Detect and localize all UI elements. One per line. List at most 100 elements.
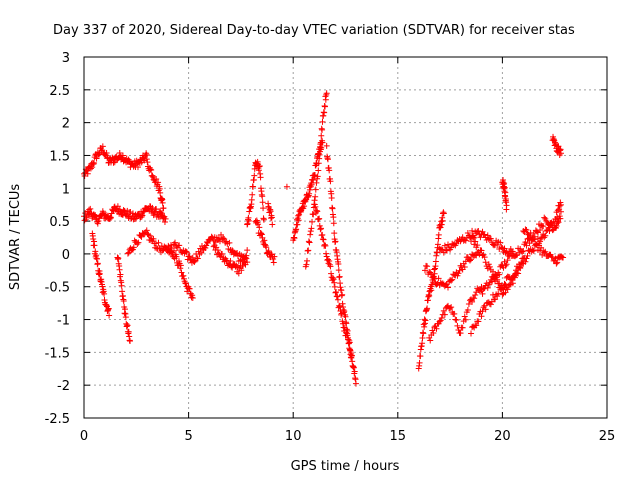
data-point	[428, 287, 435, 294]
data-point	[260, 205, 267, 212]
data-point	[144, 159, 151, 166]
data-point	[99, 147, 106, 154]
data-point	[335, 261, 342, 268]
data-point	[541, 214, 548, 221]
data-point	[268, 251, 275, 258]
data-point	[305, 247, 312, 254]
data-point	[554, 207, 561, 214]
data-point	[168, 241, 175, 248]
data-point	[115, 255, 122, 262]
data-point	[307, 231, 314, 238]
data-point	[335, 267, 342, 274]
data-point	[134, 241, 141, 248]
data-point	[334, 293, 341, 300]
data-point	[421, 267, 428, 274]
data-point	[554, 259, 561, 266]
data-point	[81, 217, 88, 224]
data-point	[433, 281, 440, 288]
data-point	[245, 217, 252, 224]
data-point	[130, 244, 137, 251]
data-point	[471, 295, 478, 302]
data-point	[522, 239, 529, 246]
data-point	[153, 175, 160, 182]
data-point	[328, 270, 335, 277]
data-point	[552, 224, 559, 231]
data-point	[318, 225, 325, 232]
data-point	[498, 286, 505, 293]
y-tick-label: -1.5	[45, 346, 70, 361]
data-point	[328, 195, 335, 202]
data-point	[210, 243, 217, 250]
data-point	[540, 223, 547, 230]
data-point	[261, 237, 268, 244]
data-point	[180, 272, 187, 279]
data-point	[338, 310, 345, 317]
data-point	[84, 170, 91, 177]
data-point	[522, 226, 529, 233]
data-point	[96, 151, 103, 158]
data-point	[134, 164, 141, 171]
data-point	[509, 280, 516, 287]
data-point	[301, 203, 308, 210]
data-point	[129, 210, 136, 217]
y-axis-label: SDTVAR / TECUs	[8, 184, 23, 291]
data-point	[95, 218, 102, 225]
data-point	[477, 234, 484, 241]
data-point	[462, 258, 469, 265]
axis-ticks: 0 5 10 15 20 25 -2.5 -2 -1.5 -1 -0.5 0 0.5 1 1.5 2 2.5 3	[45, 51, 616, 444]
data-point	[484, 284, 491, 291]
data-point	[553, 260, 560, 267]
data-point	[249, 191, 256, 198]
data-point	[511, 274, 518, 281]
data-point	[312, 203, 319, 210]
chart-title: Day 337 of 2020, Sidereal Day-to-day VTE…	[53, 23, 575, 38]
data-point	[204, 239, 211, 246]
data-point	[416, 359, 423, 366]
data-point	[474, 242, 481, 249]
data-point	[283, 183, 290, 190]
data-point	[306, 190, 313, 197]
data-point	[549, 254, 556, 261]
data-point	[263, 244, 270, 251]
data-point	[431, 270, 438, 277]
y-tick-label: 0.5	[49, 215, 70, 230]
data-point	[519, 248, 526, 255]
data-point	[259, 193, 266, 200]
data-point	[334, 296, 341, 303]
data-point	[533, 228, 540, 235]
data-point	[345, 336, 352, 343]
data-point	[314, 208, 321, 215]
plot-frame	[83, 56, 608, 419]
data-point	[492, 296, 499, 303]
data-point	[530, 247, 537, 254]
data-point	[345, 340, 352, 347]
data-point	[503, 202, 510, 209]
data-point	[157, 189, 164, 196]
data-point	[495, 290, 502, 297]
data-point	[504, 257, 511, 264]
data-point	[312, 193, 319, 200]
data-point	[158, 242, 165, 249]
data-point	[317, 139, 324, 146]
data-point	[432, 258, 439, 265]
data-point	[170, 247, 177, 254]
data-point	[89, 164, 96, 171]
data-point	[438, 315, 445, 322]
data-point	[324, 156, 331, 163]
data-point	[339, 318, 346, 325]
data-point	[116, 149, 123, 156]
data-point	[235, 270, 242, 277]
data-point	[159, 199, 166, 206]
data-point	[173, 253, 180, 260]
data-point	[94, 260, 101, 267]
data-point	[435, 231, 442, 238]
data-point	[480, 285, 487, 292]
data-point	[448, 304, 455, 311]
data-point	[91, 211, 98, 218]
data-point	[330, 220, 337, 227]
data-point	[470, 233, 477, 240]
data-point	[509, 248, 516, 255]
data-point	[330, 214, 337, 221]
data-point	[517, 264, 524, 271]
data-point	[351, 368, 358, 375]
